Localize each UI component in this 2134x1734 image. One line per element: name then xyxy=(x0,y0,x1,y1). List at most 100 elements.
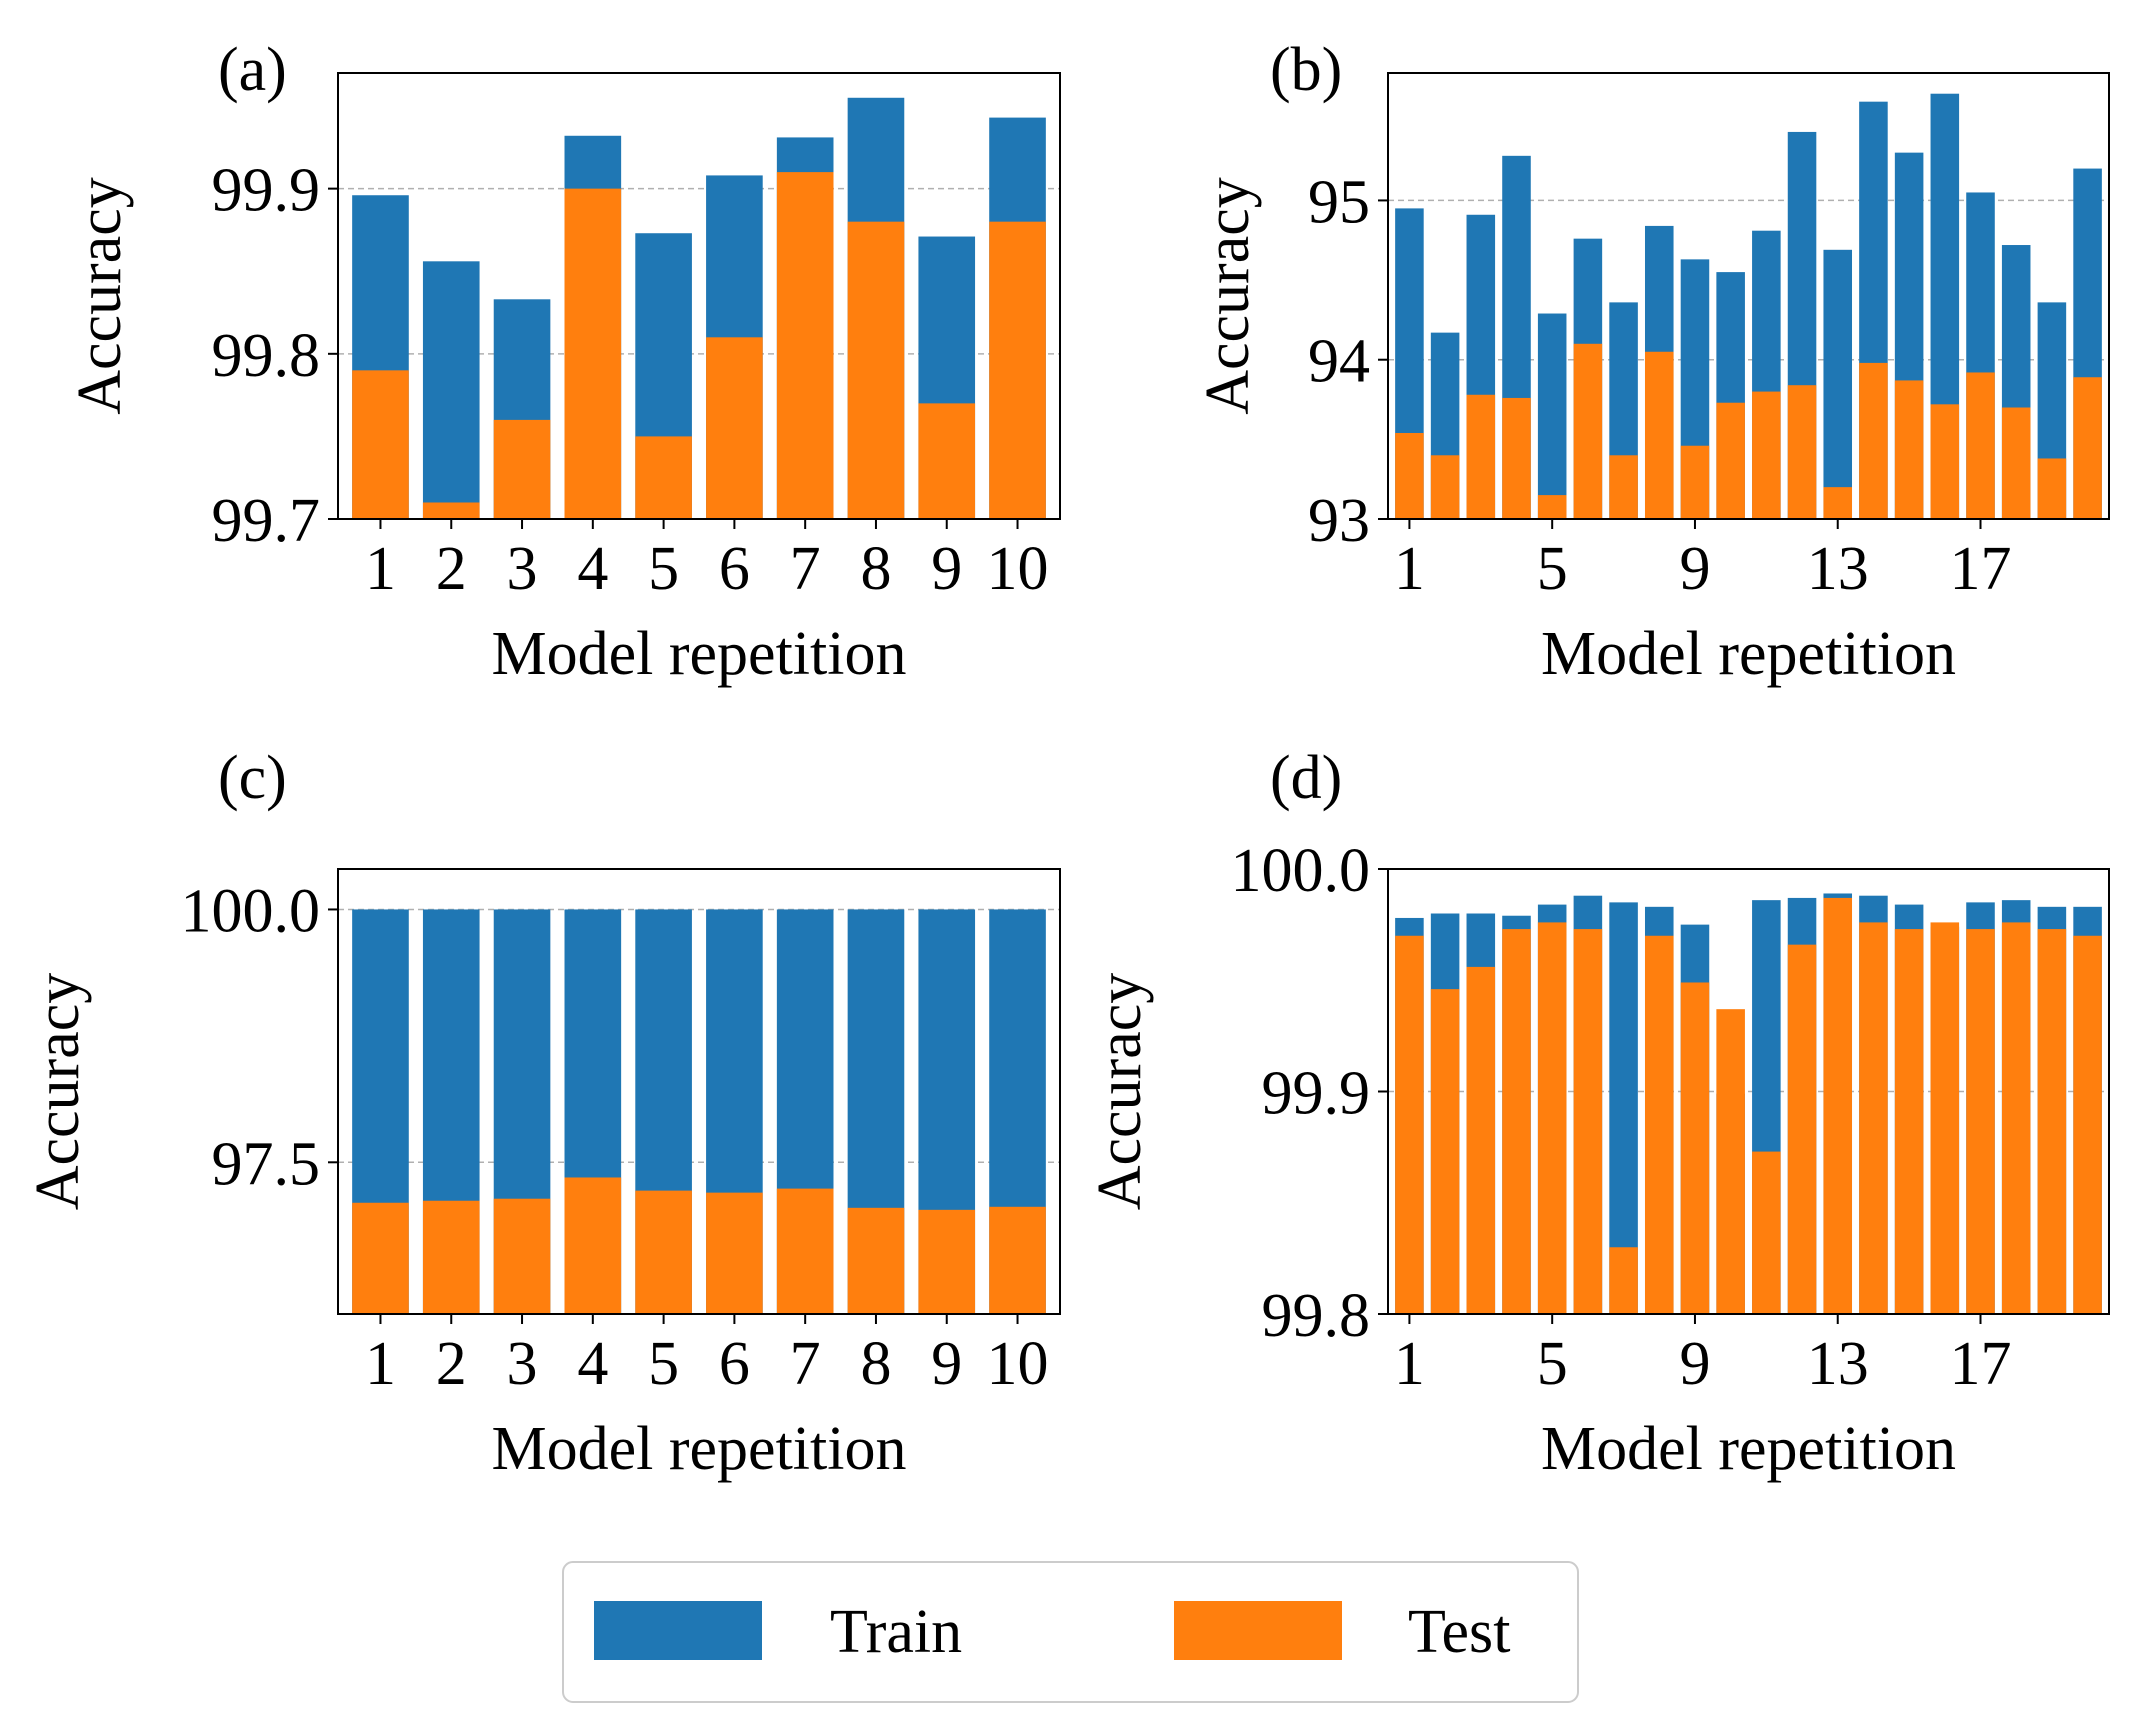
test-bar-d-18 xyxy=(2001,922,2031,1314)
test-bar-d-20 xyxy=(2073,935,2102,1314)
test-bar-d-11 xyxy=(1752,1151,1781,1314)
test-bar-c-3 xyxy=(493,1198,551,1314)
test-bar-b-10 xyxy=(1716,402,1745,519)
xtick-label-c-2: 3 xyxy=(507,1330,538,1398)
test-bar-c-8 xyxy=(847,1207,905,1314)
xtick-label-d-2: 9 xyxy=(1679,1330,1710,1398)
xtick-label-a-9: 10 xyxy=(987,535,1049,603)
test-bar-d-2 xyxy=(1430,989,1460,1314)
xlabel-a: Model repetition xyxy=(492,620,907,688)
xtick-label-c-3: 4 xyxy=(577,1330,608,1398)
ylabel-c: Accuracy xyxy=(24,973,92,1211)
ytick-label-a-1: 99.8 xyxy=(212,322,321,390)
test-bar-b-17 xyxy=(1966,372,1995,519)
xtick-label-b-1: 5 xyxy=(1537,535,1568,603)
xtick-label-a-8: 9 xyxy=(931,535,962,603)
train-bar-d-7 xyxy=(1609,902,1638,1314)
test-bar-a-10 xyxy=(989,221,1046,519)
xtick-label-b-3: 13 xyxy=(1807,535,1869,603)
ytick-label-a-0: 99.7 xyxy=(212,487,321,555)
train-bar-b-5 xyxy=(1537,313,1567,519)
test-bar-d-19 xyxy=(2037,929,2067,1314)
test-bar-b-4 xyxy=(1502,397,1531,519)
test-bar-a-3 xyxy=(493,419,551,519)
test-bar-a-1 xyxy=(352,370,409,519)
ytick-label-b-2: 95 xyxy=(1308,168,1370,236)
axes-frame-b xyxy=(1387,72,2110,520)
xtick-label-b-0: 1 xyxy=(1394,535,1425,603)
test-bar-c-5 xyxy=(635,1190,692,1314)
ytick-label-b-1: 94 xyxy=(1308,328,1370,396)
test-bar-d-7 xyxy=(1609,1247,1638,1314)
xtick-label-c-9: 10 xyxy=(987,1330,1049,1398)
test-bar-a-4 xyxy=(564,188,622,519)
test-bar-c-1 xyxy=(352,1202,409,1314)
test-bar-b-7 xyxy=(1609,455,1638,519)
xtick-label-c-4: 5 xyxy=(648,1330,679,1398)
xtick-label-b-2: 9 xyxy=(1679,535,1710,603)
xtick-label-a-6: 7 xyxy=(790,535,821,603)
test-bar-d-16 xyxy=(1930,922,1960,1314)
xtick-label-d-1: 5 xyxy=(1537,1330,1568,1398)
xtick-label-c-1: 2 xyxy=(436,1330,467,1398)
test-bar-c-9 xyxy=(918,1209,976,1314)
test-bar-b-9 xyxy=(1680,445,1710,519)
ylabel-d: Accuracy xyxy=(1086,973,1154,1211)
test-bar-a-7 xyxy=(776,172,834,519)
test-bar-b-6 xyxy=(1573,343,1603,519)
xtick-label-a-4: 5 xyxy=(648,535,679,603)
ytick-label-c-0: 97.5 xyxy=(212,1130,321,1198)
ytick-label-a-2: 99.9 xyxy=(212,157,321,225)
panel-label-b: (b) xyxy=(1270,36,1342,104)
ytick-label-b-0: 93 xyxy=(1308,487,1370,555)
xtick-label-b-4: 17 xyxy=(1950,535,2012,603)
test-bar-d-15 xyxy=(1894,929,1924,1314)
xtick-label-d-3: 13 xyxy=(1807,1330,1869,1398)
test-bar-b-19 xyxy=(2037,458,2067,519)
xtick-label-c-5: 6 xyxy=(719,1330,750,1398)
test-bar-d-8 xyxy=(1644,935,1674,1314)
test-bar-d-13 xyxy=(1823,897,1853,1314)
legend-box xyxy=(562,1561,1579,1703)
xtick-label-d-4: 17 xyxy=(1950,1330,2012,1398)
test-bar-d-6 xyxy=(1573,929,1603,1314)
xtick-label-d-0: 1 xyxy=(1394,1330,1425,1398)
test-bar-d-3 xyxy=(1466,966,1496,1314)
test-bar-b-8 xyxy=(1644,351,1674,519)
panel-label-c: (c) xyxy=(218,744,287,812)
xlabel-b: Model repetition xyxy=(1541,620,1956,688)
ytick-label-d-2: 100.0 xyxy=(1231,837,1371,905)
xtick-label-a-0: 1 xyxy=(365,535,396,603)
legend-label-test: Test xyxy=(1408,1598,1510,1666)
ylabel-b: Accuracy xyxy=(1194,177,1262,415)
xtick-label-a-3: 4 xyxy=(577,535,608,603)
test-bar-b-5 xyxy=(1537,495,1567,519)
xlabel-c: Model repetition xyxy=(492,1415,907,1483)
legend-swatch-test xyxy=(1174,1601,1342,1660)
test-bar-b-1 xyxy=(1395,432,1424,519)
train-bar-b-13 xyxy=(1823,249,1853,520)
xtick-label-a-5: 6 xyxy=(719,535,750,603)
test-bar-d-14 xyxy=(1859,922,1888,1314)
test-bar-d-17 xyxy=(1966,929,1995,1314)
ytick-label-d-0: 99.8 xyxy=(1262,1282,1371,1350)
xlabel-d: Model repetition xyxy=(1541,1415,1956,1483)
test-bar-a-5 xyxy=(635,436,692,519)
xtick-label-a-1: 2 xyxy=(436,535,467,603)
test-bar-c-6 xyxy=(706,1192,763,1314)
test-bar-d-10 xyxy=(1716,1009,1745,1314)
xtick-label-c-0: 1 xyxy=(365,1330,396,1398)
test-bar-b-15 xyxy=(1894,380,1924,519)
test-bar-a-6 xyxy=(706,337,763,519)
axes-frame-a xyxy=(337,72,1061,520)
test-bar-d-4 xyxy=(1502,929,1531,1314)
test-bar-d-12 xyxy=(1787,944,1817,1314)
ylabel-a: Accuracy xyxy=(66,177,134,415)
test-bar-d-5 xyxy=(1537,922,1567,1314)
test-bar-d-9 xyxy=(1680,982,1710,1314)
axes-frame-c xyxy=(337,868,1061,1315)
panel-label-a: (a) xyxy=(218,36,287,104)
xtick-label-c-6: 7 xyxy=(790,1330,821,1398)
test-bar-b-12 xyxy=(1787,385,1817,519)
